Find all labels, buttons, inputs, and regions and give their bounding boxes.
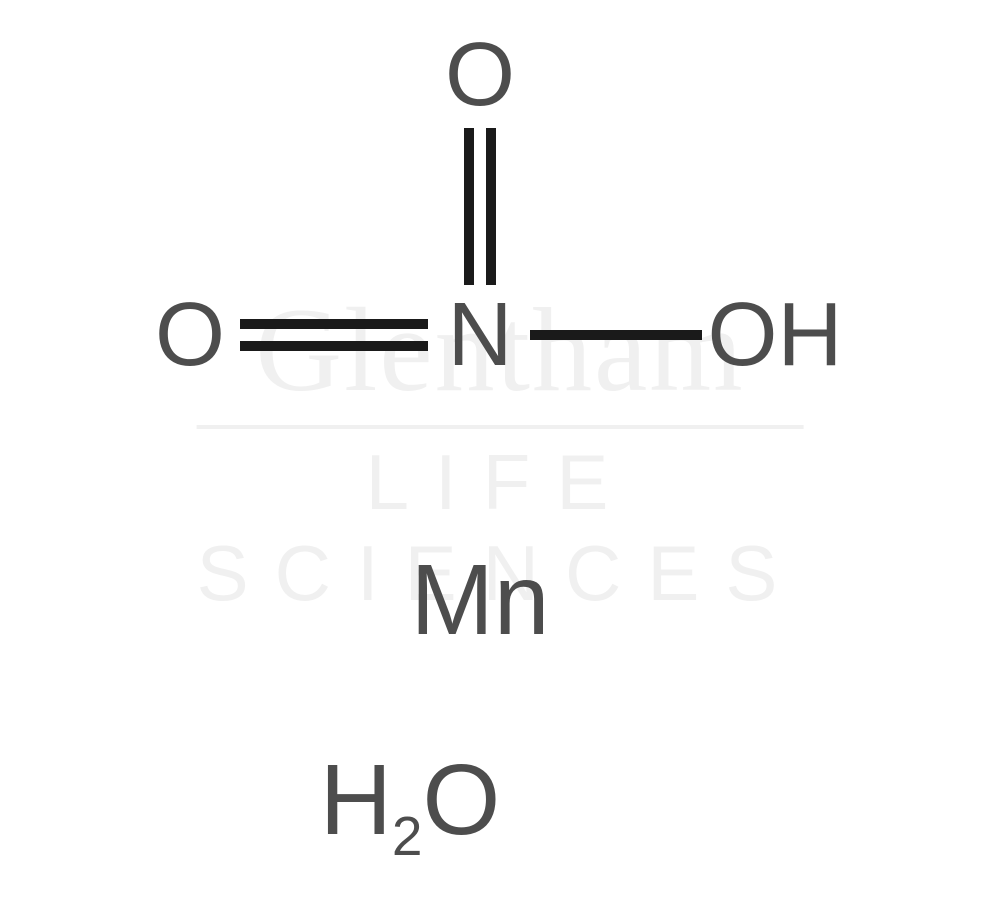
chemical-structure-canvas: Glentham LIFE SCIENCES ONOOHMnH2O xyxy=(0,0,1000,900)
atom-o_left: O xyxy=(155,290,225,380)
atom-o_top: O xyxy=(445,30,515,120)
atom-mn: Mn xyxy=(411,550,550,650)
atom-oh: OH xyxy=(708,290,843,380)
atom-h2o: H2O xyxy=(320,750,501,850)
atom-n: N xyxy=(448,290,513,380)
